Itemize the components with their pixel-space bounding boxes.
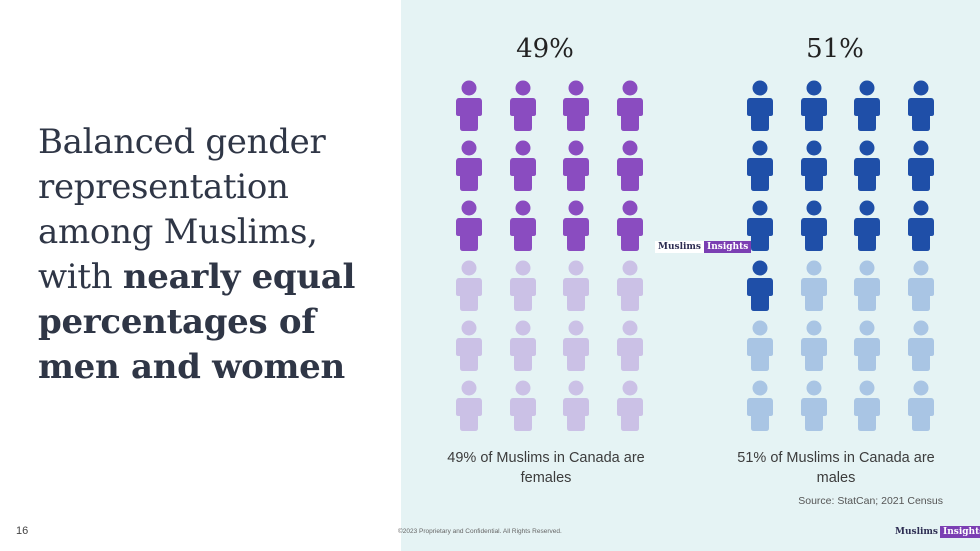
person-icon bbox=[907, 200, 935, 252]
female-icon-grid bbox=[455, 80, 644, 432]
person-icon bbox=[509, 380, 537, 432]
person-icon bbox=[616, 260, 644, 312]
person-icon bbox=[562, 380, 590, 432]
infographic-panel bbox=[401, 0, 980, 551]
person-icon bbox=[746, 200, 774, 252]
person-icon bbox=[853, 80, 881, 132]
person-icon bbox=[853, 320, 881, 372]
page-number: 16 bbox=[16, 525, 29, 537]
person-icon bbox=[746, 140, 774, 192]
person-icon bbox=[562, 320, 590, 372]
person-icon bbox=[455, 200, 483, 252]
person-icon bbox=[562, 80, 590, 132]
person-icon bbox=[746, 380, 774, 432]
headline-bold: nearly equal percentages of men and wome… bbox=[38, 257, 356, 387]
person-icon bbox=[853, 380, 881, 432]
person-icon bbox=[455, 380, 483, 432]
male-caption: 51% of Muslims in Canada are males bbox=[737, 450, 935, 486]
person-icon bbox=[455, 320, 483, 372]
person-icon bbox=[853, 260, 881, 312]
person-icon bbox=[616, 140, 644, 192]
person-icon bbox=[562, 260, 590, 312]
person-icon bbox=[746, 80, 774, 132]
person-icon bbox=[800, 200, 828, 252]
brand-part2: Insights bbox=[940, 526, 980, 538]
person-icon bbox=[616, 380, 644, 432]
person-icon bbox=[907, 320, 935, 372]
person-icon bbox=[853, 200, 881, 252]
footer-copyright: ©2023 Proprietary and Confidential. All … bbox=[398, 528, 562, 535]
person-icon bbox=[907, 80, 935, 132]
person-icon bbox=[907, 380, 935, 432]
person-icon bbox=[616, 200, 644, 252]
person-icon bbox=[746, 260, 774, 312]
person-icon bbox=[746, 320, 774, 372]
male-percent: 51% bbox=[806, 34, 864, 64]
person-icon bbox=[907, 260, 935, 312]
headline-regular: Balanced gender representation among Mus… bbox=[38, 122, 326, 297]
person-icon bbox=[455, 80, 483, 132]
source-note: Source: StatCan; 2021 Census bbox=[798, 495, 943, 507]
person-icon bbox=[800, 140, 828, 192]
female-percent: 49% bbox=[516, 34, 574, 64]
person-icon bbox=[800, 260, 828, 312]
female-caption: 49% of Muslims in Canada are females bbox=[447, 450, 645, 486]
person-icon bbox=[509, 80, 537, 132]
person-icon bbox=[455, 260, 483, 312]
person-icon bbox=[616, 80, 644, 132]
slide-headline: Balanced gender representation among Mus… bbox=[38, 120, 378, 390]
brand-part1: Muslims bbox=[658, 242, 702, 252]
person-icon bbox=[853, 140, 881, 192]
person-icon bbox=[509, 200, 537, 252]
person-icon bbox=[616, 320, 644, 372]
person-icon bbox=[907, 140, 935, 192]
brand-part1: Muslims bbox=[895, 527, 939, 537]
person-icon bbox=[562, 200, 590, 252]
person-icon bbox=[455, 140, 483, 192]
person-icon bbox=[509, 140, 537, 192]
person-icon bbox=[800, 380, 828, 432]
brand-part2: Insights bbox=[704, 241, 752, 253]
person-icon bbox=[800, 80, 828, 132]
person-icon bbox=[562, 140, 590, 192]
brand-logo-center: Muslims Insights bbox=[655, 241, 752, 253]
person-icon bbox=[509, 320, 537, 372]
male-icon-grid bbox=[746, 80, 935, 432]
person-icon bbox=[509, 260, 537, 312]
person-icon bbox=[800, 320, 828, 372]
